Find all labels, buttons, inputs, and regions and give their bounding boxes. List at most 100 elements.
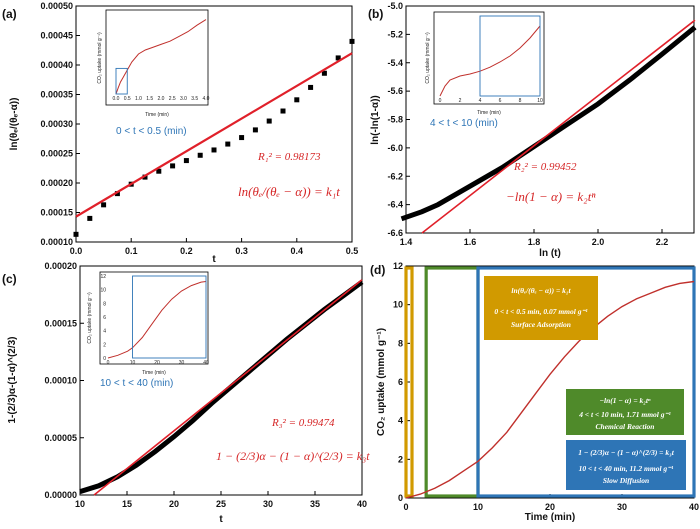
inset-x-tick-label: 0 [439, 98, 442, 104]
data-point [294, 97, 300, 103]
y-tick-label: -5.2 [387, 29, 403, 39]
panel-b: (b) -6.6 -6.4 -6.2 -6.0 -5.8 -5.6 -5.4 -5.2 -5.0… [368, 1, 697, 259]
x-tick-label: 35 [310, 499, 320, 509]
panel-b-inset: 0 2 4 6 8 10 Time (min) CO₂ uptake (mmol g⁻¹) [425, 11, 545, 116]
panel-b-ylabel: ln(-ln(1-α)) [370, 95, 381, 144]
panel-c-label: (c) [2, 272, 17, 286]
inset-x-tick-label: 10 [537, 98, 543, 104]
y-tick-label: -5.0 [387, 1, 403, 11]
inset-y-tick-label: 0 [103, 356, 106, 362]
panel-a: (a) 0.000100.000150.000200.000250.000300… [2, 1, 358, 265]
x-tick-label: 10 [473, 502, 483, 512]
data-point [73, 231, 79, 237]
annotation-3-mechanism: Slow Diffusion [603, 476, 649, 485]
panel-b-fit-line [421, 19, 696, 234]
y-tick-label: 0.00020 [40, 178, 73, 188]
panel-b-label: (b) [368, 7, 383, 21]
panel-c-equation: 1 − (2/3)α − (1 − α)^(2/3) = k₃t [216, 449, 370, 463]
panel-c-range: 10 < t < 40 (min) [100, 378, 173, 389]
annotation-box-blue [566, 440, 686, 490]
panel-c: (c) 0.000000.000050.000100.000150.00020 … [2, 261, 370, 525]
panel-a-ylabel: ln(θₑ/(θₑ-α)) [9, 98, 20, 151]
y-tick-label: 0 [398, 493, 403, 503]
y-tick-label: -6.2 [387, 171, 403, 181]
inset-x-tick-label: 3.0 [180, 96, 187, 102]
panel-b-inset-xlabel: Time (min) [477, 110, 501, 116]
panel-d-regions [404, 266, 696, 498]
inset-x-tick-label: 8 [519, 98, 522, 104]
panel-a-inset-frame [105, 9, 209, 106]
y-tick-label: 0.00040 [40, 60, 73, 70]
annotation-box-green [566, 389, 684, 435]
data-point [142, 174, 148, 180]
data-point [239, 135, 245, 141]
y-tick-label: 0.00020 [44, 261, 77, 271]
y-tick-label: -5.8 [387, 115, 403, 125]
y-tick-label: -6.4 [387, 200, 403, 210]
panel-a-inset-curve [115, 19, 207, 95]
inset-y-tick-label: 8 [103, 301, 106, 307]
panel-c-inset-curve [107, 281, 207, 359]
x-tick-label: 0 [403, 502, 408, 512]
inset-y-tick-label: 12 [100, 274, 106, 280]
x-tick-label: 1.8 [528, 237, 541, 247]
y-tick-label: 8 [398, 338, 403, 348]
inset-x-tick-label: 2 [459, 98, 462, 104]
panel-a-inset-xticks: 0.0 0.5 1.0 1.5 2.0 2.5 3.0 3.5 4.0 [113, 96, 210, 102]
x-tick-label: 1.4 [400, 237, 413, 247]
panel-a-fit-line [75, 52, 353, 218]
x-tick-label: 30 [617, 502, 627, 512]
panel-b-inset-ylabel: CO₂ uptake (mmol g⁻¹) [425, 32, 431, 84]
x-tick-label: 40 [689, 502, 699, 512]
x-tick-label: 10 [75, 499, 85, 509]
panel-a-label: (a) [2, 7, 17, 21]
panel-a-inset-highlight [115, 67, 128, 95]
x-tick-label: 2.2 [656, 237, 669, 247]
inset-x-tick-label: 6 [499, 98, 502, 104]
panel-b-inset-curve [439, 25, 541, 97]
inset-x-tick-label: 4.0 [203, 96, 210, 102]
y-tick-label: 0.00050 [40, 1, 73, 11]
data-point [183, 158, 189, 164]
annotation-2-range: 4 < t < 10 min, 1.71 mmol g⁻¹ [578, 410, 670, 419]
y-tick-label: 6 [398, 377, 403, 387]
panel-c-inset-highlight [132, 275, 207, 359]
region-slow-diffusion [476, 266, 696, 498]
x-tick-label: 2.0 [592, 237, 605, 247]
panel-b-yticks: -6.6 -6.4 -6.2 -6.0 -5.8 -5.6 -5.4 -5.2 -5.0 [387, 1, 410, 238]
data-point [225, 141, 231, 147]
inset-x-tick-label: 30 [179, 360, 185, 366]
data-point [197, 152, 203, 158]
y-tick-label: 0.00015 [40, 208, 73, 218]
data-point [211, 147, 217, 153]
panel-d-ylabel: CO₂ uptake (mmol g⁻¹) [376, 328, 387, 436]
inset-x-tick-label: 3.5 [191, 96, 198, 102]
inset-x-tick-label: 10 [130, 360, 136, 366]
x-tick-label: 20 [169, 499, 179, 509]
panel-c-r2: R₃² = 0.99474 [271, 417, 335, 429]
y-tick-label: 0.00005 [44, 433, 77, 443]
inset-x-tick-label: 1.5 [146, 96, 153, 102]
region-surface-adsorption [404, 266, 414, 498]
region-chemical-reaction [424, 266, 480, 498]
inset-x-tick-label: 1.0 [135, 96, 142, 102]
panel-c-inset-frame [99, 271, 209, 365]
panel-a-range: 0 < t < 0.5 (min) [116, 126, 187, 137]
panel-c-xlabel: t [219, 514, 223, 525]
annotation-slow-diffusion: 1 − (2/3)α − (1 − α)^(2/3) = k₃t 10 < t … [566, 440, 686, 490]
panel-a-points [73, 38, 355, 237]
panel-b-inset-highlight [479, 15, 541, 97]
x-tick-label: 0.1 [125, 246, 138, 256]
panel-d-xlabel: Time (min) [525, 512, 575, 523]
panel-a-inset-ylabel: CO₂ uptake (mmol g⁻¹) [97, 32, 103, 84]
panel-d: (d) 0 2 4 6 8 10 12 0 10 20 30 40 Time (min) CO₂ u… [370, 261, 699, 523]
inset-x-tick-label: 20 [154, 360, 160, 366]
panel-c-fit-line [93, 279, 363, 496]
data-point [87, 215, 93, 221]
panel-c-xticks: 10 15 20 25 30 35 40 [75, 491, 367, 509]
panel-b-inset-frame [433, 11, 545, 105]
y-tick-label: 2 [398, 454, 403, 464]
x-tick-label: 30 [263, 499, 273, 509]
x-tick-label: 40 [357, 499, 367, 509]
